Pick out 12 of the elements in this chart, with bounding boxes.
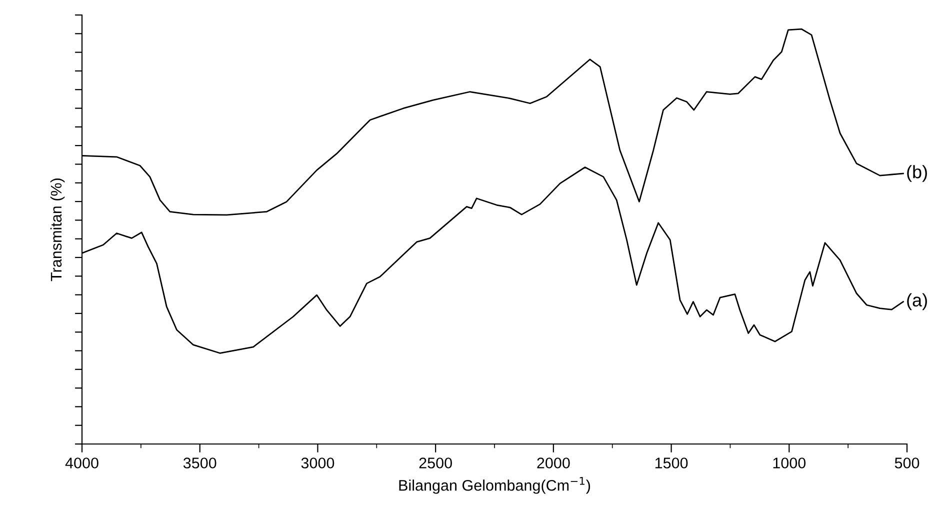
y-axis-title: Transmitan (%) [50,178,65,282]
x-tick-label: 500 [894,458,920,468]
x-tick-label: 3500 [183,458,216,468]
x-axis-title: Bilangan Gelombang(Cm$^{−1}$) [399,476,590,494]
x-tick-label: 1000 [773,458,806,468]
series-label: (a) [907,293,927,310]
x-tick-label: 1500 [655,458,688,468]
x-tick-label: 2000 [537,458,570,468]
x-tick-label: 4000 [65,458,98,468]
series-label: (b) [907,165,927,182]
x-tick-label: 3000 [301,458,334,468]
x-tick-label: 2500 [419,458,452,468]
